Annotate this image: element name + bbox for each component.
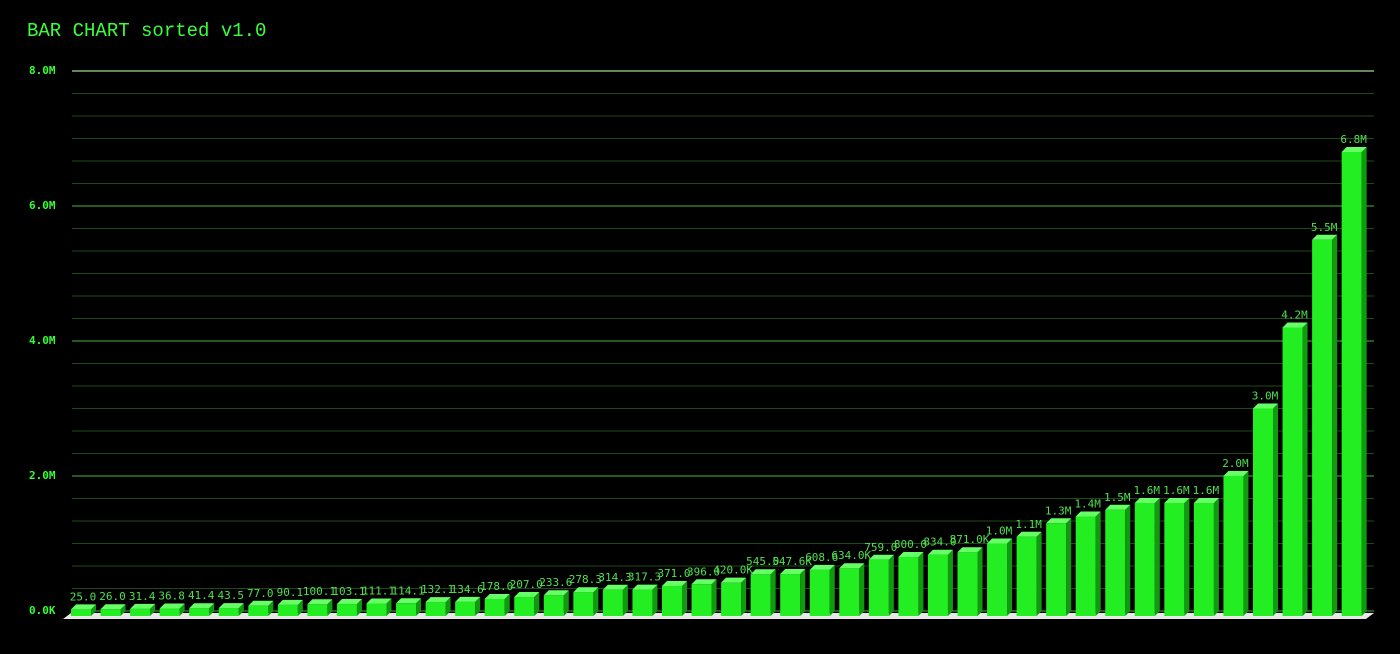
bar	[691, 579, 717, 616]
bar	[1016, 531, 1042, 616]
bar	[632, 584, 658, 616]
bar	[455, 596, 481, 616]
bar-value-label: 634.0K	[831, 549, 871, 562]
bar	[277, 599, 303, 616]
bar	[780, 569, 806, 616]
bar-value-label: 1.5M	[1104, 491, 1131, 504]
y-tick-label: 0.0K	[29, 604, 56, 617]
bar	[100, 604, 126, 616]
bar-value-label: 111.1	[362, 585, 395, 598]
bar-value-label: 317.3	[628, 571, 661, 584]
bar	[336, 599, 362, 616]
chart-title: BAR CHART sorted v1.0	[27, 20, 267, 42]
bar-value-label: 178.0	[480, 580, 513, 593]
bar-value-label: 43.5	[218, 589, 245, 602]
y-tick-label: 2.0M	[29, 469, 56, 482]
bar-value-label: 3.0M	[1252, 390, 1279, 403]
grid-lines	[72, 70, 1374, 612]
bar	[543, 590, 569, 616]
bar-value-label: 134.6	[451, 583, 484, 596]
bar-value-label: 1.6M	[1193, 484, 1220, 497]
bar-value-label: 1.4M	[1074, 498, 1101, 511]
bar-value-label: 5.5M	[1311, 221, 1338, 234]
bar	[898, 552, 924, 616]
bar-value-label: 103.1	[332, 585, 365, 598]
bar	[1282, 322, 1308, 616]
bar-value-label: 608.6	[805, 551, 838, 564]
bar-value-label: 233.6	[539, 576, 572, 589]
bar	[71, 604, 96, 616]
bar	[130, 603, 156, 616]
bar	[721, 577, 747, 616]
bar	[396, 598, 422, 616]
bar	[839, 563, 865, 616]
bar-value-label: 207.0	[510, 578, 543, 591]
bar	[662, 580, 687, 616]
data-labels: 25.0 26.0 31.4 36.8 41.4 43.5 77.0 90.1 100.1103…	[70, 133, 1368, 603]
bar	[1046, 518, 1072, 616]
bar-value-label: 36.8	[158, 590, 185, 603]
bar	[1105, 504, 1131, 616]
bar-value-label: 396.0	[687, 565, 720, 578]
bar-value-label: 1.6M	[1134, 484, 1161, 497]
bar-value-label: 545.0	[746, 555, 779, 568]
bar	[1075, 511, 1101, 616]
bar-value-label: 1.1M	[1015, 518, 1042, 531]
bar	[1193, 498, 1219, 616]
bar	[366, 598, 392, 616]
bar-value-label: 1.0M	[986, 525, 1013, 538]
bar	[248, 600, 274, 616]
bar-value-label: 1.6M	[1163, 484, 1190, 497]
bar	[484, 593, 510, 616]
bar	[307, 599, 333, 616]
bar-value-label: 371.0	[657, 567, 690, 580]
bar-value-label: 31.4	[129, 590, 156, 603]
bar	[1341, 147, 1367, 616]
bar	[1134, 498, 1160, 616]
bar	[159, 603, 185, 616]
bar	[868, 554, 894, 616]
bar	[1164, 498, 1190, 616]
bar	[987, 538, 1013, 616]
bar	[927, 549, 953, 616]
bar-value-label: 26.0	[99, 590, 126, 603]
bar	[218, 603, 244, 616]
bar	[957, 547, 983, 616]
bar	[573, 587, 599, 616]
bar-value-label: 871.0K	[950, 533, 990, 546]
bar-value-label: 25.0	[70, 590, 97, 603]
bar-value-label: 114.1	[391, 584, 424, 597]
bar	[1223, 471, 1249, 616]
bar	[1253, 403, 1278, 616]
bar	[425, 597, 451, 616]
bar-value-label: 834.0	[923, 536, 956, 549]
bar-value-label: 4.2M	[1281, 309, 1308, 322]
bar-value-label: 420.0K	[713, 564, 753, 577]
y-tick-label: 4.0M	[29, 334, 56, 347]
bar	[189, 603, 215, 616]
bars	[71, 147, 1367, 616]
y-axis: 0.0K 2.0M 4.0M 6.0M 8.0M	[29, 64, 56, 617]
bar-value-label: 90.1	[277, 586, 304, 599]
bar	[809, 564, 835, 616]
bar	[514, 592, 540, 616]
bar-value-label: 278.3	[569, 573, 602, 586]
bar-value-label: 800.0	[894, 538, 927, 551]
bar-value-label: 132.1	[421, 583, 454, 596]
bar-value-label: 314.3	[598, 571, 631, 584]
bar-value-label: 759.0	[864, 541, 897, 554]
bar-value-label: 2.0M	[1222, 457, 1249, 470]
bar	[602, 584, 628, 616]
y-tick-label: 8.0M	[29, 64, 56, 77]
bar-value-label: 6.8M	[1340, 133, 1367, 146]
bar-value-label: 547.6K	[772, 555, 812, 568]
bar-value-label: 100.1	[303, 585, 336, 598]
bar-value-label: 77.0	[247, 587, 274, 600]
bar	[1312, 234, 1338, 616]
bar-value-label: 41.4	[188, 589, 215, 602]
y-tick-label: 6.0M	[29, 199, 56, 212]
bar	[750, 569, 776, 616]
bar-value-label: 1.3M	[1045, 504, 1072, 517]
